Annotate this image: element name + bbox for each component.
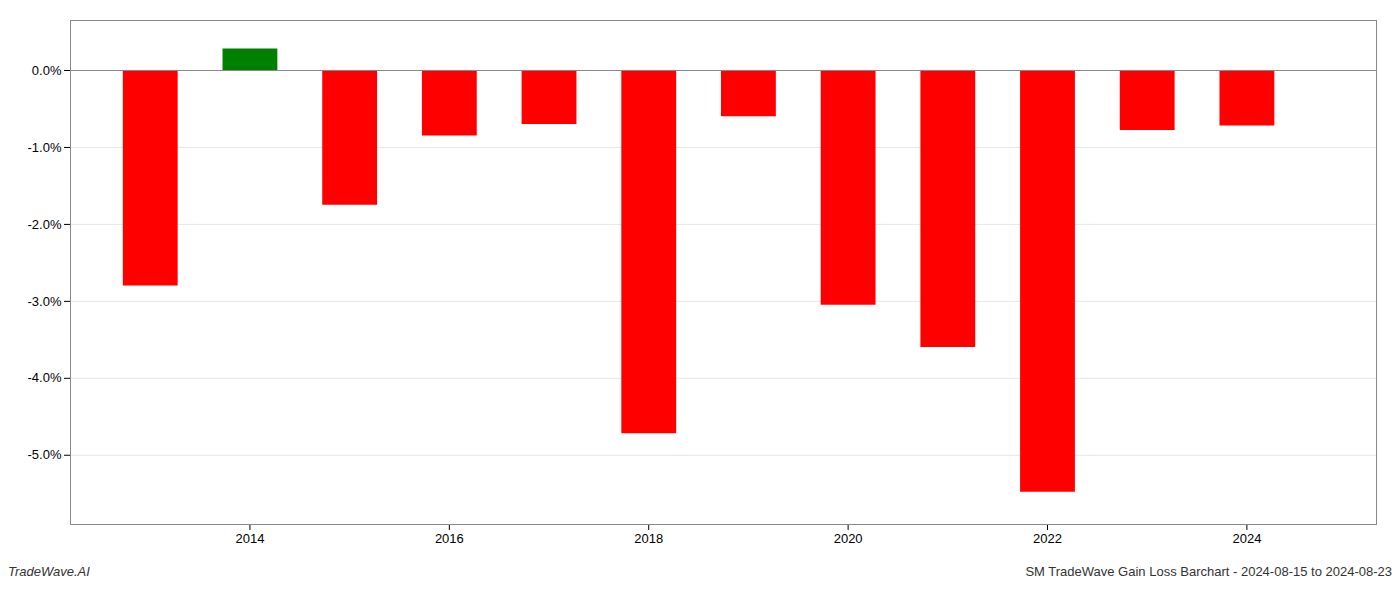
svg-text:2020: 2020: [834, 531, 863, 546]
svg-text:-4.0%: -4.0%: [28, 370, 62, 385]
svg-text:-3.0%: -3.0%: [28, 294, 62, 309]
svg-text:2014: 2014: [235, 531, 264, 546]
svg-text:0.0%: 0.0%: [32, 63, 62, 78]
svg-text:2018: 2018: [634, 531, 663, 546]
svg-text:2016: 2016: [435, 531, 464, 546]
svg-text:-2.0%: -2.0%: [28, 217, 62, 232]
svg-text:2022: 2022: [1033, 531, 1062, 546]
html-text:SM TradeWave Gain Loss Barchar: SM TradeWave Gain Loss Barchart - 2024-0…: [1025, 564, 1392, 579]
svg-text:-5.0%: -5.0%: [28, 447, 62, 462]
svg-text:2024: 2024: [1232, 531, 1261, 546]
html-text:TradeWave.AI: TradeWave.AI: [8, 564, 90, 579]
svg-text:-1.0%: -1.0%: [28, 140, 62, 155]
